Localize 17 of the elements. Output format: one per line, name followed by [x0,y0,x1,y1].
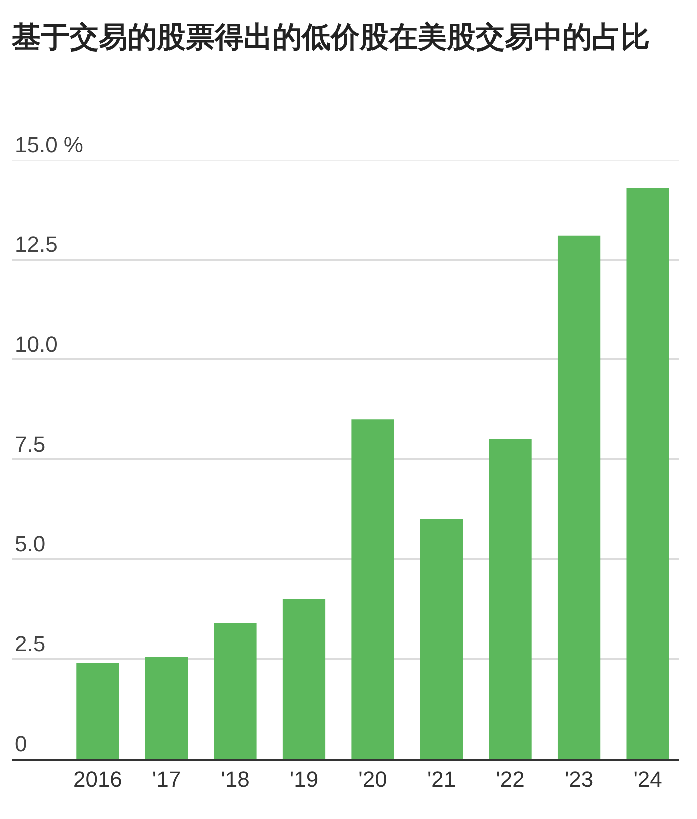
x-tick-label: 2016 [73,767,122,792]
y-tick-label: 2.5 [15,631,46,656]
y-tick-label: 0 [15,731,28,756]
x-tick-label: '22 [496,767,525,792]
x-tick-label: '21 [427,767,456,792]
y-tick-label: 12.5 [15,232,58,258]
x-tick-label: '18 [221,767,250,792]
y-tick-label: 15.0 % [15,132,84,158]
x-tick-label: '19 [290,767,319,792]
x-tick-label: '23 [564,767,594,792]
x-tick-label: '20 [358,767,388,792]
x-tick-label: '17 [152,767,182,792]
chart-title: 基于交易的股票得出的低价股在美股交易中的占比 [12,20,651,56]
y-tick-label: 5.0 [15,532,46,557]
y-tick-label: 10.0 [15,332,58,357]
y-tick-label: 7.5 [15,432,46,457]
x-tick-label: '24 [634,767,662,792]
